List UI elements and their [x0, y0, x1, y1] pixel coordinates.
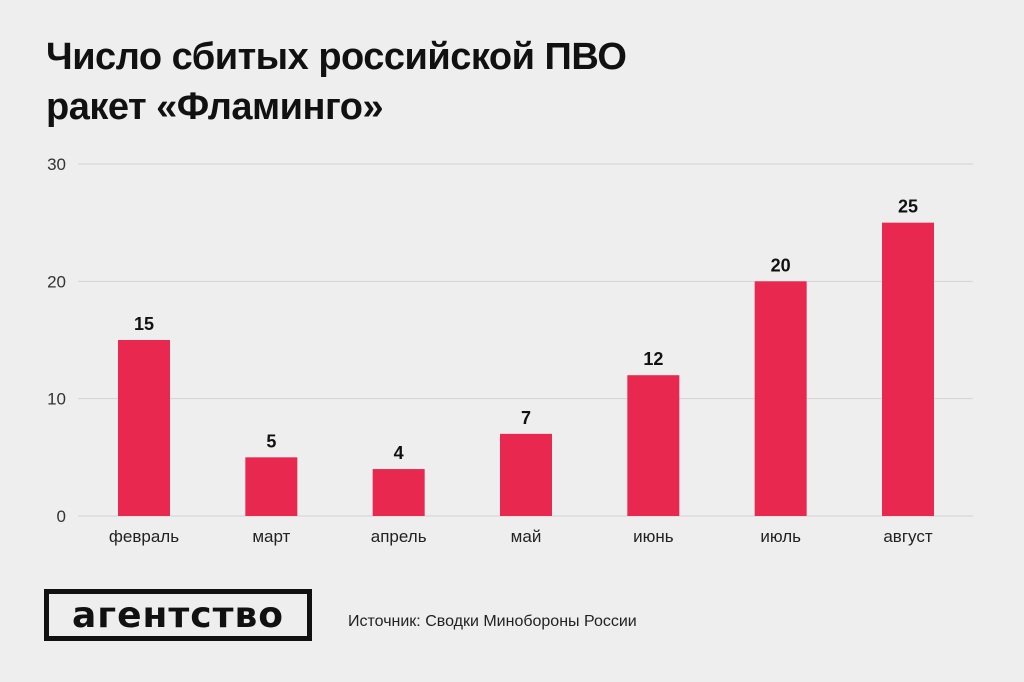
value-labels: 15 5 4 7 12 20 25 [134, 197, 918, 463]
value-label: 12 [643, 349, 663, 369]
category-label: июнь [633, 527, 674, 546]
category-label: май [511, 527, 542, 546]
bar-июль [754, 281, 807, 516]
bar-май [500, 433, 552, 516]
y-tick-label: 0 [57, 507, 66, 526]
bar-февраль [118, 340, 170, 516]
category-label: июль [760, 527, 801, 546]
source-note: Источник: Сводки Минобороны России [348, 613, 637, 630]
bar-апрель [372, 469, 425, 516]
chart-title-line-1: Число сбитых российской ПВО [46, 36, 627, 78]
bars [118, 222, 934, 516]
value-label: 7 [521, 408, 531, 428]
bar-август [882, 222, 934, 516]
category-label: апрель [371, 527, 427, 546]
chart-title-line-2: ракет «Фламинго» [46, 86, 384, 128]
bar-март [245, 457, 298, 516]
category-label: август [883, 527, 932, 546]
value-label: 4 [394, 443, 404, 463]
value-label: 15 [134, 314, 154, 334]
y-tick-label: 20 [47, 272, 66, 291]
y-tick-label: 30 [47, 155, 66, 174]
category-labels: февраль март апрель май июнь июль август [109, 527, 933, 546]
category-label: март [252, 527, 290, 546]
agentstvo-logo: агентство [44, 589, 312, 641]
y-tick-labels: 0 10 20 30 [47, 155, 66, 526]
y-tick-label: 10 [47, 390, 66, 409]
category-label: февраль [109, 527, 179, 546]
value-label: 5 [266, 431, 276, 451]
bar-июнь [627, 375, 680, 516]
value-label: 25 [898, 197, 918, 217]
chart-title: Число сбитых российской ПВО ракет «Флами… [46, 32, 627, 132]
value-label: 20 [771, 255, 791, 275]
